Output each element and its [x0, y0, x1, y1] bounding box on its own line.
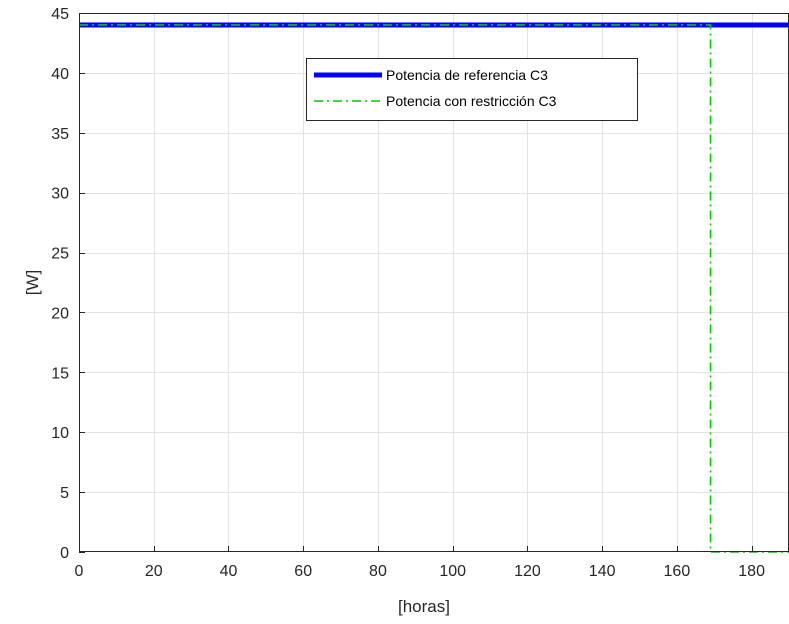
legend-box — [306, 58, 638, 121]
ticks: 0 20 40 60 80 100 120 140 160 180 0 5 10 15 20 25 30 35 40… — [51, 6, 765, 580]
y-tick-label: 35 — [51, 126, 69, 143]
x-tick-label: 40 — [220, 563, 238, 580]
y-axis-label: [W] — [23, 270, 42, 296]
x-tick-label: 0 — [75, 563, 84, 580]
x-tick-label: 20 — [145, 563, 163, 580]
x-tick-label: 160 — [664, 563, 691, 580]
y-tick-label: 5 — [60, 485, 69, 502]
y-tick-label: 40 — [51, 66, 69, 83]
x-tick-label: 100 — [439, 563, 466, 580]
x-tick-label: 80 — [369, 563, 387, 580]
x-tick-label: 60 — [294, 563, 312, 580]
legend[interactable]: Potencia de referencia C3 Potencia con re… — [306, 58, 638, 121]
y-tick-label: 10 — [51, 425, 69, 442]
x-axis-label: [horas] — [398, 597, 450, 616]
y-tick-label: 15 — [51, 365, 69, 382]
legend-entry-label: Potencia de referencia C3 — [386, 67, 548, 83]
legend-entry-label: Potencia con restricción C3 — [386, 93, 557, 109]
y-tick-label: 30 — [51, 186, 69, 203]
x-tick-label: 120 — [514, 563, 541, 580]
y-tick-label: 45 — [51, 6, 69, 23]
y-tick-label: 0 — [60, 545, 69, 562]
x-tick-label: 180 — [738, 563, 765, 580]
y-tick-label: 20 — [51, 305, 69, 322]
x-tick-label: 140 — [589, 563, 616, 580]
grid — [79, 13, 789, 552]
y-tick-label: 25 — [51, 246, 69, 263]
